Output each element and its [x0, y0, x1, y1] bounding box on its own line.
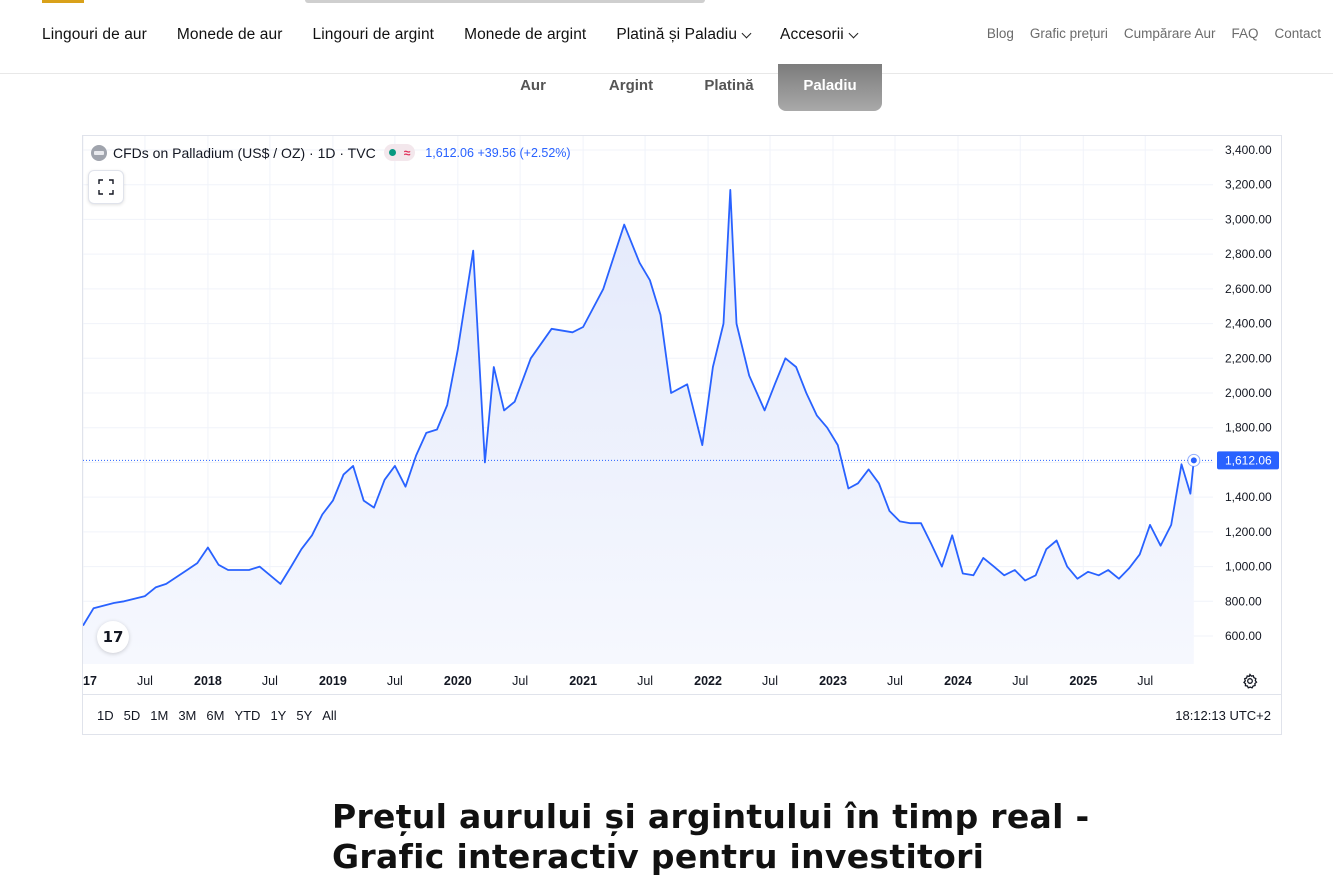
y-tick-label: 2,600.00: [1225, 282, 1272, 296]
x-tick-label: Jul: [1137, 674, 1153, 688]
nav-item-0[interactable]: Lingouri de aur: [42, 26, 147, 44]
nav-item-5[interactable]: Accesorii: [780, 26, 859, 44]
x-tick-label: Jul: [262, 674, 278, 688]
y-tick-label: 1,200.00: [1225, 525, 1272, 539]
x-tick-label: Jul: [762, 674, 778, 688]
x-tick-label: Jul: [137, 674, 153, 688]
y-tick-label: 3,000.00: [1225, 212, 1272, 226]
nav-item-label: Lingouri de argint: [312, 26, 435, 43]
range-button-4[interactable]: 6M: [206, 708, 225, 723]
site-header: Lingouri de aur Monede de aur Lingouri de …: [0, 0, 1333, 74]
x-tick-label: 2017: [83, 674, 97, 688]
date-range-selector: 1D 5D 1M 3M 6M YTD 1Y 5Y All: [97, 708, 347, 723]
tradingview-logo-icon[interactable]: 17: [97, 621, 129, 653]
nav-item-label: Lingouri de aur: [42, 26, 147, 43]
x-tick-label: 2020: [444, 674, 472, 688]
range-button-1[interactable]: 5D: [123, 708, 141, 723]
main-nav: Lingouri de aur Monede de aur Lingouri de …: [42, 26, 887, 44]
secondary-nav-item-0[interactable]: Blog: [986, 26, 1014, 41]
metal-tabs: Aur Argint Platină Paladiu: [484, 64, 882, 111]
nav-item-3[interactable]: Monede de argint: [464, 26, 586, 44]
x-tick-label: 2019: [319, 674, 347, 688]
range-button-2[interactable]: 1M: [150, 708, 169, 723]
range-button-7[interactable]: 5Y: [296, 708, 313, 723]
tab-metal-1[interactable]: Argint: [608, 77, 654, 94]
last-price-label: 1,612.06: [1225, 453, 1272, 467]
y-tick-label: 2,400.00: [1225, 317, 1272, 331]
x-tick-label: Jul: [637, 674, 653, 688]
last-point-marker[interactable]: [1190, 457, 1197, 464]
nav-item-label: Monede de aur: [176, 26, 283, 43]
x-tick-label: 2022: [694, 674, 722, 688]
chevron-down-icon: [741, 28, 752, 38]
heading-line-2: Grafic interactiv pentru investitori: [332, 837, 985, 876]
range-button-6[interactable]: 1Y: [270, 708, 287, 723]
market-open-icon: [388, 149, 396, 156]
last-price-label-bg: [1217, 451, 1279, 470]
x-tick-label: 2018: [194, 674, 222, 688]
x-tick-label: 2025: [1069, 674, 1097, 688]
secondary-nav-item-4[interactable]: Contact: [1274, 26, 1321, 41]
fullscreen-button[interactable]: [88, 170, 124, 204]
nav-item-2[interactable]: Lingouri de argint: [313, 26, 435, 44]
chart-toolbar-bottom: 1D 5D 1M 3M 6M YTD 1Y 5Y All 18:12:13 UTC+2: [83, 694, 1281, 734]
nav-item-label: Platină și Paladiu: [616, 26, 738, 43]
y-tick-label: 800.00: [1225, 594, 1262, 608]
tab-metal-0[interactable]: Aur: [520, 77, 546, 94]
legend-last-price: 1,612.06 +39.56 (+2.52%): [425, 145, 571, 160]
page-heading: Prețul aurului și argintului în timp rea…: [332, 797, 1090, 877]
nav-item-label: Monede de argint: [464, 26, 587, 43]
y-tick-label: 1,400.00: [1225, 490, 1272, 504]
tab-metal-3[interactable]: Paladiu: [778, 64, 882, 111]
secondary-nav-item-2[interactable]: Cumpărare Aur: [1123, 26, 1216, 41]
x-tick-label: Jul: [512, 674, 528, 688]
x-tick-label: Jul: [387, 674, 403, 688]
delayed-data-icon: ≈: [403, 145, 411, 160]
secondary-nav-item-3[interactable]: FAQ: [1231, 26, 1259, 41]
market-status-badge[interactable]: ≈: [383, 144, 416, 161]
range-button-3[interactable]: 3M: [178, 708, 197, 723]
range-button-5[interactable]: YTD: [234, 708, 261, 723]
x-tick-label: 2024: [944, 674, 972, 688]
y-tick-label: 2,200.00: [1225, 351, 1272, 365]
logo[interactable]: [42, 0, 84, 3]
chart-clock[interactable]: 18:12:13 UTC+2: [1175, 708, 1271, 723]
y-tick-label: 1,800.00: [1225, 421, 1272, 435]
y-tick-label: 1,000.00: [1225, 560, 1272, 574]
price-series-line[interactable]: [83, 189, 1195, 627]
x-tick-label: Jul: [887, 674, 903, 688]
x-tick-label: 2021: [569, 674, 597, 688]
nav-item-4[interactable]: Platină și Paladiu: [616, 26, 752, 44]
price-chart[interactable]: 3,400.00 3,200.00 3,000.00 2,800.00 2,600.00…: [83, 136, 1281, 694]
tab-metal-2[interactable]: Platină: [704, 77, 754, 94]
secondary-nav: Blog Grafic prețuri Cumpărare Aur FAQ Contac…: [971, 26, 1321, 41]
y-tick-label: 2,000.00: [1225, 386, 1272, 400]
x-tick-label: Jul: [1012, 674, 1028, 688]
price-area-fill: [83, 189, 1194, 664]
palladium-symbol-icon: [91, 144, 107, 161]
search-bar-edge[interactable]: [305, 0, 705, 3]
nav-item-1[interactable]: Monede de aur: [177, 26, 283, 44]
nav-item-label: Accesorii: [780, 26, 844, 43]
y-tick-label: 600.00: [1225, 629, 1262, 643]
settings-gear-icon[interactable]: [1242, 673, 1258, 689]
range-button-0[interactable]: 1D: [97, 708, 114, 723]
symbol-title: CFDs on Palladium (US$ / OZ) · 1D · TVC: [113, 144, 376, 161]
fullscreen-icon: [98, 179, 114, 195]
y-tick-label: 3,400.00: [1225, 143, 1272, 157]
y-tick-label: 3,200.00: [1225, 178, 1272, 192]
heading-line-1: Prețul aurului și argintului în timp rea…: [332, 797, 1090, 836]
secondary-nav-item-1[interactable]: Grafic prețuri: [1029, 26, 1108, 41]
y-tick-label: 2,800.00: [1225, 247, 1272, 261]
chevron-down-icon: [848, 28, 859, 38]
range-button-8[interactable]: All: [322, 708, 337, 723]
chart-legend: CFDs on Palladium (US$ / OZ) · 1D · TVC …: [91, 144, 571, 161]
x-tick-label: 2023: [819, 674, 847, 688]
price-chart-widget[interactable]: 3,400.00 3,200.00 3,000.00 2,800.00 2,600.00…: [82, 135, 1282, 735]
